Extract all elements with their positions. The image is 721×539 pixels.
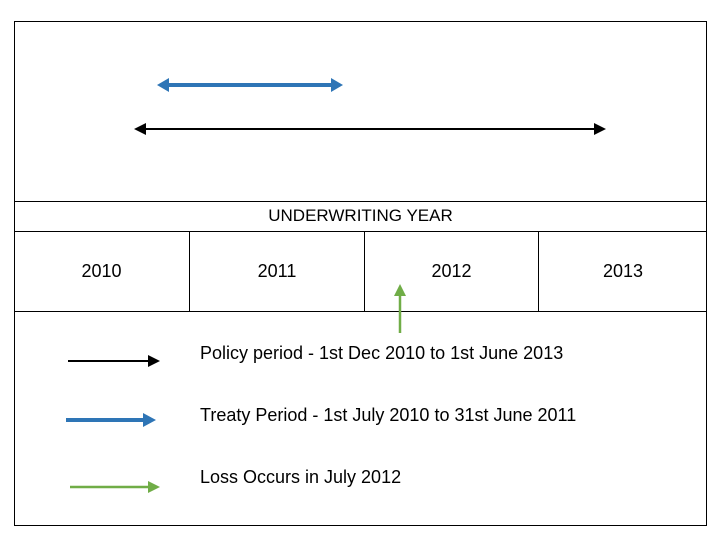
loss-occurrence-arrow	[394, 284, 406, 333]
title-row-top-border	[14, 201, 707, 202]
year-2011: 2011	[257, 261, 297, 281]
title-row-bottom-border	[14, 231, 707, 232]
diagram-frame	[14, 21, 707, 526]
legend-policy-label: Policy period - 1st Dec 2010 to 1st June…	[200, 343, 564, 363]
year-divider-3	[538, 231, 539, 311]
year-2013: 2013	[602, 261, 644, 281]
treaty-period-arrow	[157, 78, 343, 92]
legend-treaty-label: Treaty Period - 1st July 2010 to 31st Ju…	[200, 405, 577, 425]
legend-treaty-arrow	[66, 413, 156, 427]
year-divider-1	[189, 231, 190, 311]
legend-loss-label: Loss Occurs in July 2012	[200, 467, 402, 487]
year-2012: 2012	[431, 261, 472, 281]
year-divider-2	[364, 231, 365, 311]
year-2010: 2010	[81, 261, 122, 281]
year-row-bottom-border	[14, 311, 707, 312]
legend-loss-arrow	[70, 481, 160, 493]
policy-period-arrow	[134, 123, 606, 135]
legend-policy-arrow	[68, 355, 160, 367]
underwriting-year-title: UNDERWRITING YEAR	[268, 206, 453, 225]
